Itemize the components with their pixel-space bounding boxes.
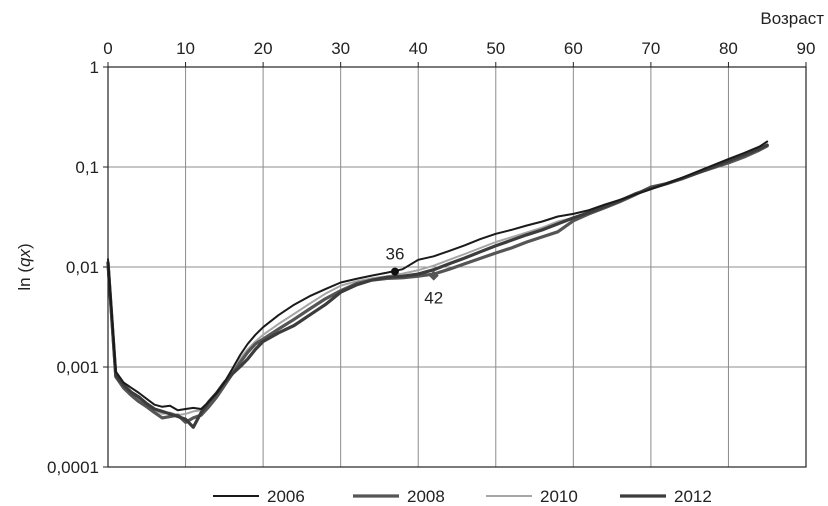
legend-label-2008: 2008 xyxy=(407,487,445,506)
series-line-2012 xyxy=(106,143,769,429)
x-tick-label: 10 xyxy=(176,39,195,58)
x-tick-label: 40 xyxy=(409,39,428,58)
legend-label-2012: 2012 xyxy=(674,487,712,506)
x-tick-label: 60 xyxy=(564,39,583,58)
y-axis-title: ln (qx) xyxy=(15,243,34,290)
x-axis-ticks: 0 10 20 30 40 50 60 70 80 90 xyxy=(103,39,815,67)
annotation-marker-36 xyxy=(390,267,399,276)
y-axis-title-suffix: ) xyxy=(15,243,34,249)
series-lines xyxy=(106,140,769,429)
legend-label-2006: 2006 xyxy=(267,487,305,506)
annotation-label-36: 36 xyxy=(385,245,404,264)
series-line-2008 xyxy=(106,144,769,424)
x-tick-label: 0 xyxy=(103,39,112,58)
y-axis-ticks: 1 0,1 0,01 0,001 0,0001 xyxy=(47,58,108,477)
annotation-label-42: 42 xyxy=(424,289,443,308)
grid xyxy=(108,67,806,467)
x-tick-label: 80 xyxy=(719,39,738,58)
y-axis-title-prefix: ln ( xyxy=(15,267,34,291)
y-tick-label: 0,1 xyxy=(75,158,99,177)
series-line-2006 xyxy=(107,140,769,412)
annotations: 36 42 xyxy=(385,245,443,308)
legend-label-2010: 2010 xyxy=(540,487,578,506)
legend: 2006 2008 2010 2012 xyxy=(213,487,712,506)
x-tick-label: 90 xyxy=(797,39,816,58)
series-line-2010 xyxy=(107,144,769,417)
y-tick-label: 0,01 xyxy=(66,258,99,277)
x-tick-label: 70 xyxy=(641,39,660,58)
x-tick-label: 50 xyxy=(486,39,505,58)
x-tick-label: 30 xyxy=(331,39,350,58)
x-axis-title: Возраст xyxy=(760,9,824,28)
y-axis-title-variable: qx xyxy=(15,249,34,267)
x-tick-label: 20 xyxy=(254,39,273,58)
y-tick-label: 0,001 xyxy=(56,358,99,377)
annotation-marker-42 xyxy=(428,270,439,281)
y-tick-label: 1 xyxy=(90,58,99,77)
y-tick-label: 0,0001 xyxy=(47,458,99,477)
